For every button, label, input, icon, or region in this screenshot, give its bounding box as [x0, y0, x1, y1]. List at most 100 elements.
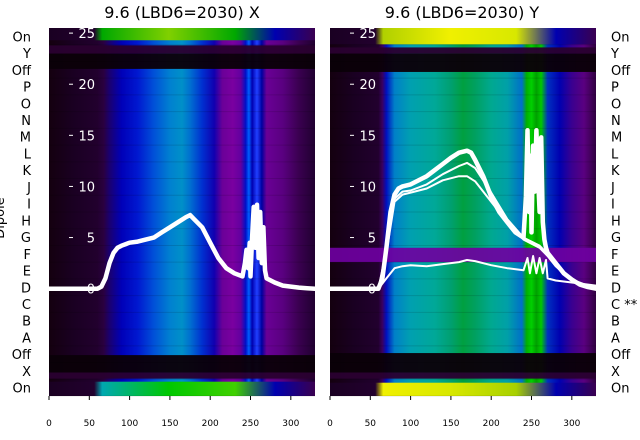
row-label: C **	[611, 298, 638, 313]
row-label: F	[611, 248, 618, 263]
heatmap-strip	[330, 382, 596, 396]
x-tick-label: 200	[202, 419, 219, 429]
x-tick-label: 300	[563, 419, 580, 429]
x-tick-label: 50	[365, 419, 377, 429]
row-label: A	[22, 331, 31, 346]
row-label: P	[23, 81, 31, 96]
row-label: B	[22, 315, 31, 330]
row-label: M	[20, 131, 31, 146]
heatmap-strip	[49, 381, 315, 396]
row-label: C	[22, 298, 31, 313]
row-label: P	[611, 81, 619, 96]
row-label: D	[611, 281, 621, 296]
left-line-series	[46, 202, 318, 291]
row-label: I	[611, 198, 615, 213]
row-label: N	[21, 114, 31, 129]
row-label: Off	[611, 64, 631, 79]
heatmap-off-band	[330, 53, 596, 72]
row-label: H	[611, 214, 621, 229]
left-heatmap	[49, 28, 315, 397]
row-label: On	[13, 382, 31, 397]
row-label: Off	[611, 348, 631, 363]
y-tick-label: 25	[359, 27, 376, 42]
row-label: L	[24, 147, 32, 162]
row-label: On	[13, 30, 31, 45]
x-tick-label: 200	[483, 419, 500, 429]
x-tick-label: 0	[327, 419, 333, 429]
right-panel-title: 9.6 (LBD6=2030) Y	[385, 3, 540, 22]
row-label: Y	[610, 47, 619, 62]
left-x-ticks: 0 50 100 150 200 250 300	[46, 396, 300, 429]
heatmap-off-band	[49, 45, 315, 54]
row-label: X	[22, 365, 31, 380]
x-tick-label: 150	[161, 419, 178, 429]
right-x-ticks: 0 50 100 150 200 250 300	[327, 396, 581, 429]
row-label: Off	[12, 348, 32, 363]
heatmap-band	[330, 247, 596, 263]
y-tick-label: 5	[87, 232, 95, 247]
row-label: K	[22, 164, 31, 179]
heatmap-field	[49, 28, 315, 396]
row-label: F	[24, 248, 31, 263]
heatmap-field	[330, 28, 596, 396]
left-panel-title: 9.6 (LBD6=2030) X	[104, 3, 260, 22]
left-panel-ylabel: Dipole	[0, 197, 8, 238]
row-label: G	[611, 231, 621, 246]
series-line	[329, 161, 597, 290]
heatmap-strip	[49, 28, 315, 41]
row-label: E	[23, 265, 31, 280]
x-tick-label: 0	[46, 419, 52, 429]
series-line	[46, 202, 318, 291]
right-heatmap	[330, 28, 596, 397]
series-line	[327, 127, 599, 291]
heatmap-off-band	[330, 353, 596, 373]
y-tick-label: 5	[368, 232, 376, 247]
x-tick-label: 100	[121, 419, 138, 429]
row-label: N	[611, 114, 621, 129]
y-tick-label: 15	[359, 129, 376, 144]
row-label: J	[610, 181, 615, 196]
row-label: B	[611, 315, 620, 330]
row-label: D	[21, 281, 31, 296]
row-label: G	[21, 231, 31, 246]
right-line-series	[327, 127, 599, 291]
row-label: On	[611, 382, 629, 397]
row-label: J	[26, 181, 31, 196]
x-tick-label: 50	[84, 419, 96, 429]
row-label: O	[611, 97, 621, 112]
y-tick-label: 10	[359, 180, 376, 195]
x-tick-label: 250	[523, 419, 540, 429]
row-label: A	[611, 331, 620, 346]
row-label: X	[611, 365, 620, 380]
y-tick-label: 20	[78, 78, 95, 93]
row-label: E	[611, 265, 619, 280]
row-label: K	[611, 164, 620, 179]
row-label: Off	[12, 64, 32, 79]
heatmap-off-band	[49, 355, 315, 373]
row-label: L	[611, 147, 619, 162]
x-tick-label: 250	[242, 419, 259, 429]
heatmap-strip	[330, 28, 596, 45]
y-tick-label: 15	[78, 129, 95, 144]
y-tick-label: 10	[78, 180, 95, 195]
y-tick-label: 25	[78, 27, 95, 42]
row-label: On	[611, 30, 629, 45]
y-tick-label: 20	[359, 78, 376, 93]
row-label: Y	[22, 47, 31, 62]
x-tick-label: 300	[282, 419, 299, 429]
heatmap-off-band	[330, 372, 596, 379]
heatmap-off-band	[49, 372, 315, 379]
x-tick-label: 150	[442, 419, 459, 429]
x-tick-label: 100	[402, 419, 419, 429]
row-label: O	[21, 97, 31, 112]
heatmap-off-band	[49, 53, 315, 69]
heatmap-off-band	[330, 47, 596, 54]
series-line	[329, 255, 597, 290]
row-label: I	[27, 198, 31, 213]
row-label: H	[21, 214, 31, 229]
left-panel: 9.6 (LBD6=2030) X Dipole On Y Off PONMLKJIH…	[0, 3, 318, 429]
